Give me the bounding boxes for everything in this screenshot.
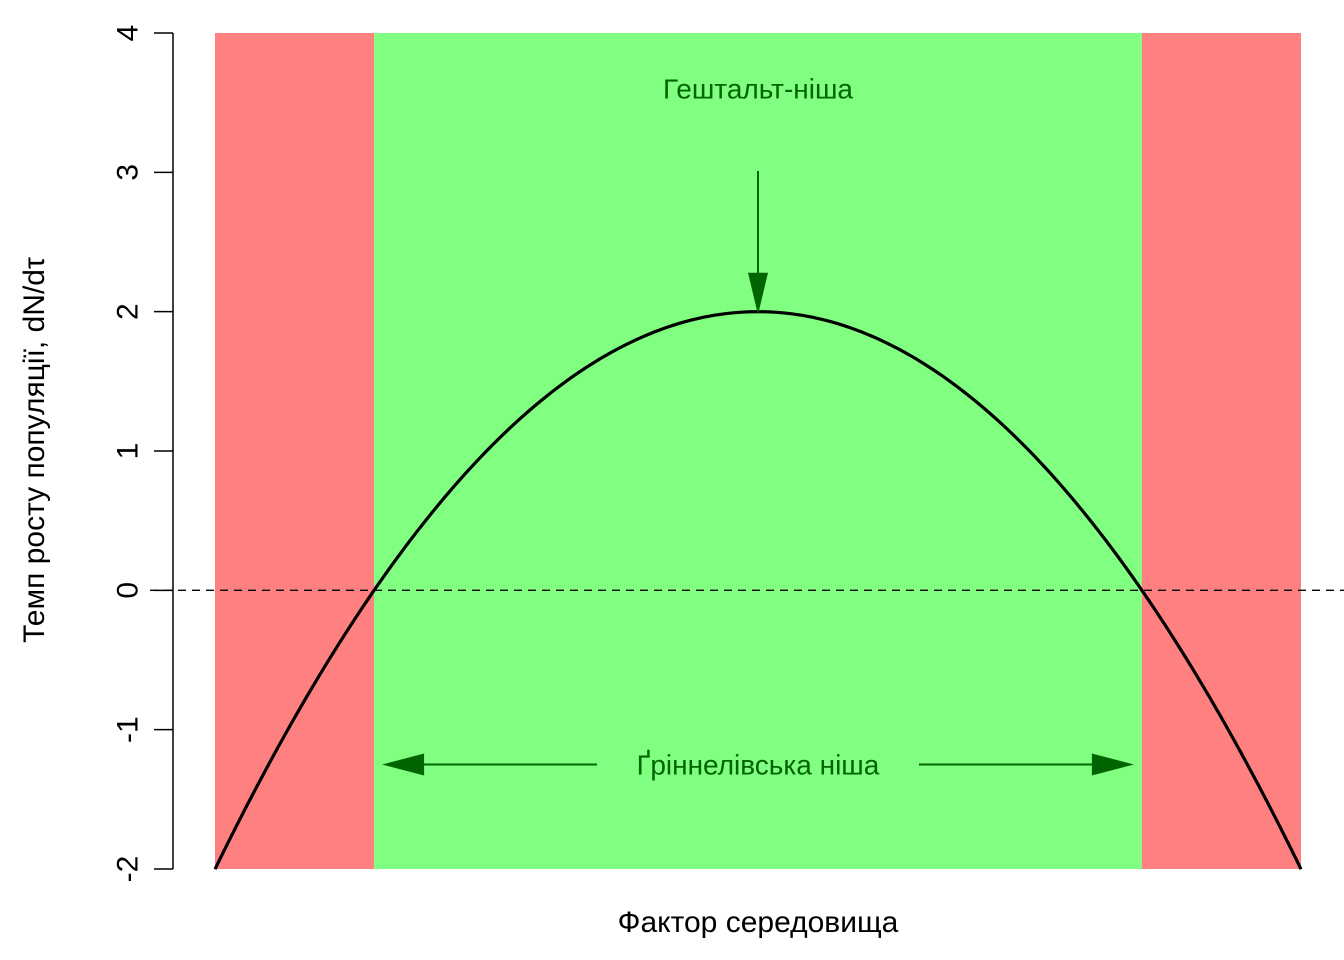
y-tick-label-2: 0 xyxy=(112,582,145,599)
region-0 xyxy=(215,33,375,869)
y-tick-label-3: 1 xyxy=(112,443,145,460)
grinnell-niche-label: Ґріннелівська ніша xyxy=(637,750,880,781)
niche-regions xyxy=(215,33,1301,869)
y-tick-label-4: 2 xyxy=(112,303,145,320)
grinnell-arrow-right-head xyxy=(1091,753,1134,776)
grinnell-arrow-left-head xyxy=(382,753,425,776)
y-tick-label-6: 4 xyxy=(112,25,145,42)
y-tick-label-0: -2 xyxy=(112,856,145,883)
y-tick-label-5: 3 xyxy=(112,164,145,181)
gestalt-niche-label: Гештальт-ніша xyxy=(663,74,853,105)
annotations: Гештальт-ніша Ґріннелівська ніша xyxy=(382,74,1134,781)
region-1 xyxy=(374,33,1142,869)
y-axis-label: Темп росту популяції, dN/dτ xyxy=(18,257,51,643)
x-axis-label: Фактор середовища xyxy=(618,906,899,939)
gestalt-arrow-head xyxy=(748,272,768,315)
y-axis: -2 -1 0 1 2 3 4 xyxy=(112,25,174,883)
y-tick-label-1: -1 xyxy=(112,716,145,743)
region-2 xyxy=(1141,33,1301,869)
